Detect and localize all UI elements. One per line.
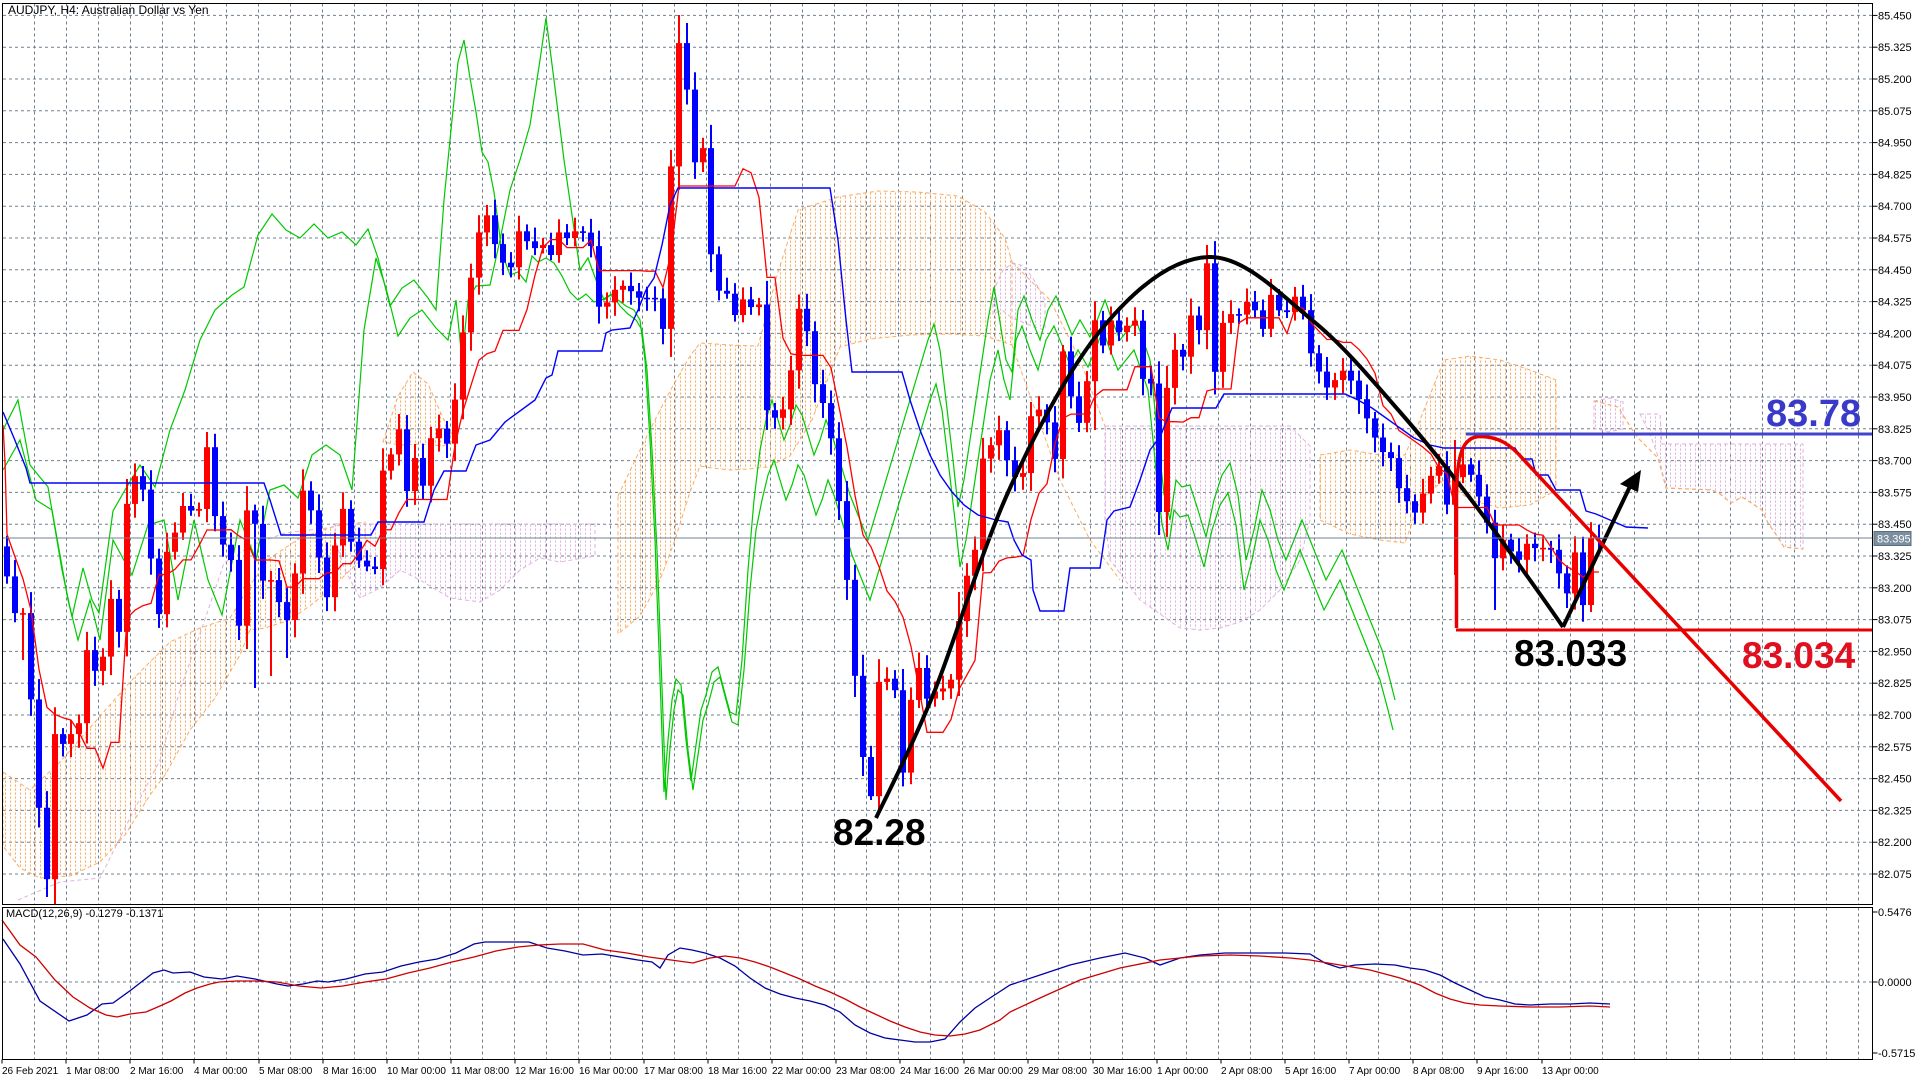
- svg-text:84.575: 84.575: [1878, 233, 1912, 245]
- svg-text:83.200: 83.200: [1878, 583, 1912, 595]
- svg-text:84.825: 84.825: [1878, 169, 1912, 181]
- svg-text:17 Mar 08:00: 17 Mar 08:00: [644, 1066, 703, 1077]
- svg-text:AUDJPY, H4: Australian Dollar: AUDJPY, H4: Australian Dollar vs Yen: [8, 3, 209, 17]
- svg-text:85.075: 85.075: [1878, 106, 1912, 118]
- svg-text:85.450: 85.450: [1878, 10, 1912, 22]
- svg-text:11 Mar 08:00: 11 Mar 08:00: [451, 1066, 510, 1077]
- svg-text:9 Apr 16:00: 9 Apr 16:00: [1477, 1066, 1529, 1077]
- svg-text:82.200: 82.200: [1878, 837, 1912, 849]
- svg-text:18 Mar 16:00: 18 Mar 16:00: [708, 1066, 767, 1077]
- svg-text:82.450: 82.450: [1878, 774, 1912, 786]
- svg-text:13 Apr 00:00: 13 Apr 00:00: [1542, 1066, 1599, 1077]
- svg-text:85.325: 85.325: [1878, 42, 1912, 54]
- svg-text:85.200: 85.200: [1878, 74, 1912, 86]
- svg-text:84.450: 84.450: [1878, 265, 1912, 277]
- svg-text:82.075: 82.075: [1878, 869, 1912, 881]
- svg-text:12 Mar 16:00: 12 Mar 16:00: [515, 1066, 574, 1077]
- svg-text:16 Mar 00:00: 16 Mar 00:00: [579, 1066, 638, 1077]
- svg-text:83.033: 83.033: [1514, 633, 1627, 674]
- svg-text:84.075: 84.075: [1878, 360, 1912, 372]
- svg-text:84.325: 84.325: [1878, 297, 1912, 309]
- svg-text:0.5476: 0.5476: [1878, 907, 1912, 919]
- svg-text:26 Mar 00:00: 26 Mar 00:00: [964, 1066, 1023, 1077]
- svg-text:10 Mar 00:00: 10 Mar 00:00: [387, 1066, 446, 1077]
- svg-text:30 Mar 16:00: 30 Mar 16:00: [1093, 1066, 1152, 1077]
- svg-text:29 Mar 08:00: 29 Mar 08:00: [1028, 1066, 1087, 1077]
- svg-text:83.075: 83.075: [1878, 615, 1912, 627]
- svg-text:83.325: 83.325: [1878, 551, 1912, 563]
- svg-text:24 Mar 16:00: 24 Mar 16:00: [900, 1066, 959, 1077]
- svg-text:-0.5715: -0.5715: [1878, 1048, 1915, 1060]
- svg-text:83.78: 83.78: [1766, 393, 1861, 435]
- svg-text:8 Mar 16:00: 8 Mar 16:00: [323, 1066, 377, 1077]
- svg-text:83.825: 83.825: [1878, 424, 1912, 436]
- svg-text:84.950: 84.950: [1878, 138, 1912, 150]
- svg-text:0.0000: 0.0000: [1878, 977, 1912, 989]
- svg-text:84.200: 84.200: [1878, 328, 1912, 340]
- svg-text:82.325: 82.325: [1878, 805, 1912, 817]
- svg-text:26 Feb 2021: 26 Feb 2021: [2, 1066, 59, 1077]
- svg-text:82.700: 82.700: [1878, 710, 1912, 722]
- svg-text:83.034: 83.034: [1742, 635, 1856, 676]
- svg-text:5 Mar 08:00: 5 Mar 08:00: [259, 1066, 313, 1077]
- svg-text:84.700: 84.700: [1878, 201, 1912, 213]
- svg-text:7 Apr 00:00: 7 Apr 00:00: [1349, 1066, 1401, 1077]
- svg-text:83.950: 83.950: [1878, 392, 1912, 404]
- svg-text:1 Mar 08:00: 1 Mar 08:00: [66, 1066, 120, 1077]
- svg-text:23 Mar 08:00: 23 Mar 08:00: [836, 1066, 895, 1077]
- svg-text:83.575: 83.575: [1878, 487, 1912, 499]
- svg-text:82.825: 82.825: [1878, 678, 1912, 690]
- svg-text:5 Apr 16:00: 5 Apr 16:00: [1285, 1066, 1337, 1077]
- svg-text:22 Mar 00:00: 22 Mar 00:00: [772, 1066, 831, 1077]
- svg-text:2 Mar 16:00: 2 Mar 16:00: [130, 1066, 184, 1077]
- svg-text:82.950: 82.950: [1878, 646, 1912, 658]
- svg-text:83.450: 83.450: [1878, 519, 1912, 531]
- svg-text:83.700: 83.700: [1878, 456, 1912, 468]
- svg-text:1 Apr 00:00: 1 Apr 00:00: [1157, 1066, 1209, 1077]
- svg-text:82.28: 82.28: [833, 812, 926, 853]
- svg-text:4 Mar 00:00: 4 Mar 00:00: [194, 1066, 248, 1077]
- svg-text:83.395: 83.395: [1877, 534, 1911, 546]
- svg-text:MACD(12,26,9) -0.1279 -0.1371: MACD(12,26,9) -0.1279 -0.1371: [6, 908, 163, 920]
- svg-text:82.575: 82.575: [1878, 742, 1912, 754]
- svg-text:2 Apr 08:00: 2 Apr 08:00: [1221, 1066, 1273, 1077]
- svg-text:8 Apr 08:00: 8 Apr 08:00: [1413, 1066, 1465, 1077]
